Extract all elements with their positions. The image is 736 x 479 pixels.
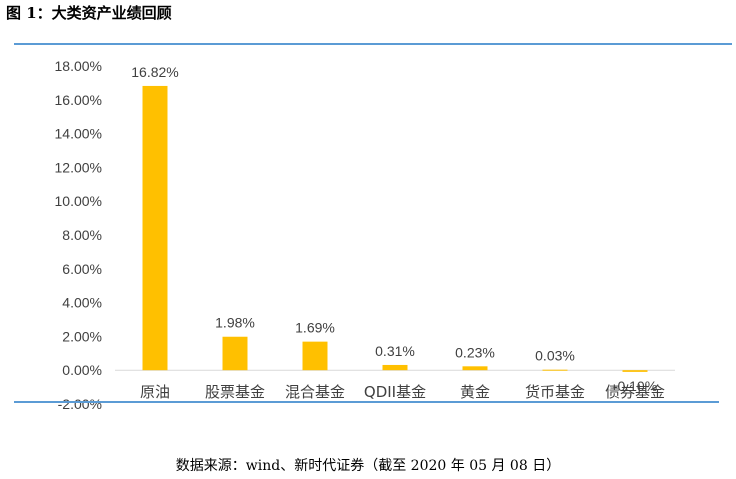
y-tick-label: 12.00%: [55, 159, 102, 175]
data-label: 1.69%: [295, 320, 335, 336]
y-tick-label: 18.00%: [55, 58, 102, 74]
bar: [382, 364, 408, 371]
data-label: 0.03%: [535, 348, 575, 364]
y-tick-label: 10.00%: [55, 193, 102, 209]
top-rule: [14, 43, 732, 45]
y-tick-label: 6.00%: [62, 261, 102, 277]
x-category-label: 原油: [140, 383, 170, 401]
y-tick-label: 2.00%: [62, 328, 102, 344]
data-label: 1.98%: [215, 315, 255, 331]
bar: [622, 370, 648, 372]
bar: [542, 369, 568, 371]
data-label: 16.82%: [131, 64, 178, 80]
bar: [142, 85, 168, 371]
y-tick-label: 0.00%: [62, 362, 102, 378]
x-category-label: 债券基金: [605, 383, 665, 401]
x-category-label: 混合基金: [285, 383, 345, 401]
x-category-label: QDII基金: [364, 383, 426, 401]
bar-chart: 18.00% 16.00% 14.00% 12.00% 10.00% 8.00% 6.00%…: [55, 58, 675, 412]
bar: [222, 336, 248, 371]
data-label: 0.23%: [455, 344, 495, 360]
bar: [302, 341, 328, 371]
x-category-label: 黄金: [460, 383, 490, 401]
source-note: 数据来源：wind、新时代证券（截至 2020 年 05 月 08 日）: [175, 458, 561, 474]
y-tick-label: 8.00%: [62, 227, 102, 243]
bar: [462, 366, 488, 371]
x-category-label: 股票基金: [205, 383, 265, 401]
y-tick-label: 4.00%: [62, 295, 102, 311]
bottom-rule: [14, 401, 719, 403]
x-category-label: 货币基金: [525, 383, 585, 401]
data-label: 0.31%: [375, 343, 415, 359]
figure-title: 图 1：大类资产业绩回顾: [6, 4, 172, 22]
y-tick-label: 16.00%: [55, 92, 102, 108]
y-tick-label: -2.00%: [58, 396, 102, 412]
y-tick-label: 14.00%: [55, 126, 102, 142]
data-label: -0.10%: [613, 378, 657, 394]
